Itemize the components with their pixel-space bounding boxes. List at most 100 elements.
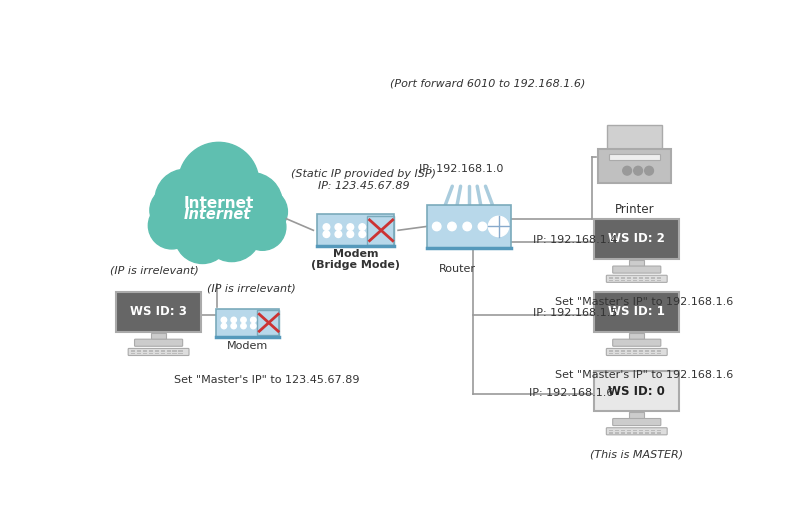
Circle shape: [176, 193, 232, 248]
Circle shape: [323, 224, 330, 230]
Bar: [137, 351, 141, 352]
Bar: [609, 432, 613, 434]
FancyBboxPatch shape: [116, 292, 201, 332]
Bar: [657, 351, 661, 352]
Bar: [639, 277, 643, 279]
Bar: [627, 351, 631, 352]
Text: Set "Master's IP" to 192.168.1.6: Set "Master's IP" to 192.168.1.6: [555, 370, 734, 380]
Circle shape: [335, 224, 341, 230]
Bar: [615, 277, 620, 279]
FancyBboxPatch shape: [317, 214, 394, 247]
Bar: [645, 280, 649, 281]
Bar: [639, 280, 643, 281]
Bar: [633, 277, 637, 279]
Bar: [645, 432, 649, 434]
Circle shape: [478, 222, 487, 231]
Circle shape: [447, 222, 456, 231]
Circle shape: [155, 169, 217, 231]
Bar: [615, 430, 620, 431]
Circle shape: [335, 231, 341, 237]
Text: Router: Router: [438, 264, 476, 274]
Bar: [172, 353, 176, 354]
Bar: [615, 432, 620, 434]
Circle shape: [221, 323, 227, 329]
Circle shape: [645, 167, 654, 175]
Bar: [137, 353, 141, 354]
FancyBboxPatch shape: [629, 333, 645, 339]
Text: Modem
(Bridge Mode): Modem (Bridge Mode): [311, 249, 400, 270]
Bar: [621, 351, 625, 352]
Circle shape: [241, 323, 246, 329]
Text: (IP is irrelevant): (IP is irrelevant): [207, 283, 296, 293]
Bar: [131, 351, 135, 352]
Bar: [633, 432, 637, 434]
Text: Internet: Internet: [184, 196, 254, 211]
Bar: [627, 353, 631, 354]
FancyBboxPatch shape: [629, 260, 645, 266]
Circle shape: [623, 167, 632, 175]
Bar: [621, 277, 625, 279]
Bar: [609, 353, 613, 354]
Text: WS ID: 3: WS ID: 3: [130, 305, 187, 319]
Bar: [155, 353, 159, 354]
FancyBboxPatch shape: [606, 348, 667, 356]
Circle shape: [359, 231, 366, 237]
FancyBboxPatch shape: [607, 124, 663, 152]
Circle shape: [241, 317, 246, 323]
Bar: [645, 277, 649, 279]
Bar: [143, 351, 147, 352]
Circle shape: [359, 224, 366, 230]
Bar: [143, 353, 147, 354]
Circle shape: [204, 188, 263, 247]
Text: Internet: Internet: [184, 208, 251, 223]
FancyBboxPatch shape: [128, 348, 189, 356]
Text: IP: 192.168.1.4: IP: 192.168.1.4: [533, 235, 617, 245]
Bar: [639, 353, 643, 354]
Bar: [172, 351, 176, 352]
FancyBboxPatch shape: [609, 154, 660, 160]
Circle shape: [323, 231, 330, 237]
Bar: [657, 277, 661, 279]
Circle shape: [150, 187, 197, 234]
FancyBboxPatch shape: [216, 309, 279, 337]
Bar: [650, 430, 654, 431]
Text: Set "Master's IP" to 123.45.67.89: Set "Master's IP" to 123.45.67.89: [174, 375, 359, 386]
Bar: [149, 353, 153, 354]
Bar: [609, 277, 613, 279]
Bar: [167, 353, 171, 354]
FancyBboxPatch shape: [606, 276, 667, 282]
FancyBboxPatch shape: [598, 149, 671, 183]
Bar: [657, 430, 661, 431]
Circle shape: [221, 317, 227, 323]
FancyBboxPatch shape: [612, 339, 661, 346]
Bar: [650, 277, 654, 279]
Bar: [609, 351, 613, 352]
Text: (IP is irrelevant): (IP is irrelevant): [110, 265, 199, 276]
Bar: [627, 430, 631, 431]
Bar: [609, 430, 613, 431]
Bar: [179, 353, 183, 354]
Text: WS ID: 0: WS ID: 0: [608, 385, 665, 398]
Bar: [645, 353, 649, 354]
Bar: [650, 280, 654, 281]
Bar: [621, 353, 625, 354]
FancyBboxPatch shape: [612, 266, 661, 273]
Bar: [639, 432, 643, 434]
Text: WS ID: 1: WS ID: 1: [608, 305, 665, 319]
Circle shape: [219, 188, 281, 249]
Text: Set "Master's IP" to 192.168.1.6: Set "Master's IP" to 192.168.1.6: [555, 297, 734, 307]
Bar: [167, 351, 171, 352]
Bar: [645, 351, 649, 352]
Bar: [639, 430, 643, 431]
Text: Printer: Printer: [615, 203, 654, 216]
Bar: [650, 351, 654, 352]
Circle shape: [489, 216, 509, 236]
Bar: [633, 353, 637, 354]
Circle shape: [433, 222, 441, 231]
FancyBboxPatch shape: [426, 205, 511, 248]
Bar: [609, 280, 613, 281]
Bar: [621, 430, 625, 431]
Circle shape: [231, 323, 236, 329]
Text: IP: 192.168.1.5: IP: 192.168.1.5: [533, 308, 617, 319]
Circle shape: [240, 188, 287, 235]
